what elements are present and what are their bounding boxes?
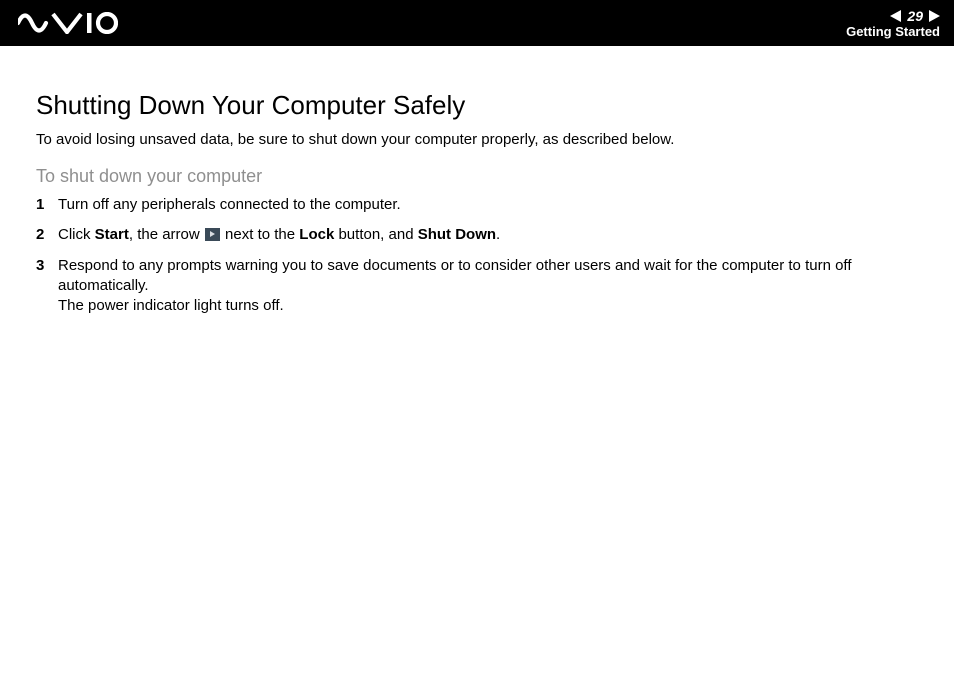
page-content: Shutting Down Your Computer Safely To av…	[0, 46, 954, 316]
page-title: Shutting Down Your Computer Safely	[36, 90, 928, 121]
text-fragment: next to the	[221, 226, 299, 243]
next-page-arrow-icon[interactable]	[929, 10, 940, 22]
bold-start: Start	[95, 226, 129, 243]
bold-lock: Lock	[299, 226, 334, 243]
text-fragment: button, and	[334, 226, 417, 243]
text-line: Respond to any prompts warning you to sa…	[58, 257, 851, 294]
page-number: 29	[907, 9, 923, 23]
step-item: Turn off any peripherals connected to th…	[36, 195, 928, 215]
bold-shutdown: Shut Down	[418, 226, 496, 243]
arrow-button-icon	[205, 228, 220, 241]
step-item: Respond to any prompts warning you to sa…	[36, 256, 928, 317]
subsection-heading: To shut down your computer	[36, 166, 928, 187]
page-navigator: 29	[890, 9, 940, 23]
step-item: Click Start, the arrow next to the Lock …	[36, 225, 928, 245]
header-right: 29 Getting Started	[846, 9, 940, 38]
intro-paragraph: To avoid losing unsaved data, be sure to…	[36, 131, 928, 148]
steps-list: Turn off any peripherals connected to th…	[36, 195, 928, 316]
vaio-logo-svg	[18, 12, 118, 34]
text-line: The power indicator light turns off.	[58, 297, 284, 314]
page-header: 29 Getting Started	[0, 0, 954, 46]
text-fragment: .	[496, 226, 500, 243]
prev-page-arrow-icon[interactable]	[890, 10, 901, 22]
text-fragment: Click	[58, 226, 95, 243]
vaio-logo	[18, 12, 118, 34]
step-3-text: Respond to any prompts warning you to sa…	[58, 256, 928, 317]
step-2-text: Click Start, the arrow next to the Lock …	[58, 225, 928, 245]
section-name: Getting Started	[846, 25, 940, 38]
text-fragment: , the arrow	[129, 226, 204, 243]
step-1-text: Turn off any peripherals connected to th…	[58, 195, 928, 215]
